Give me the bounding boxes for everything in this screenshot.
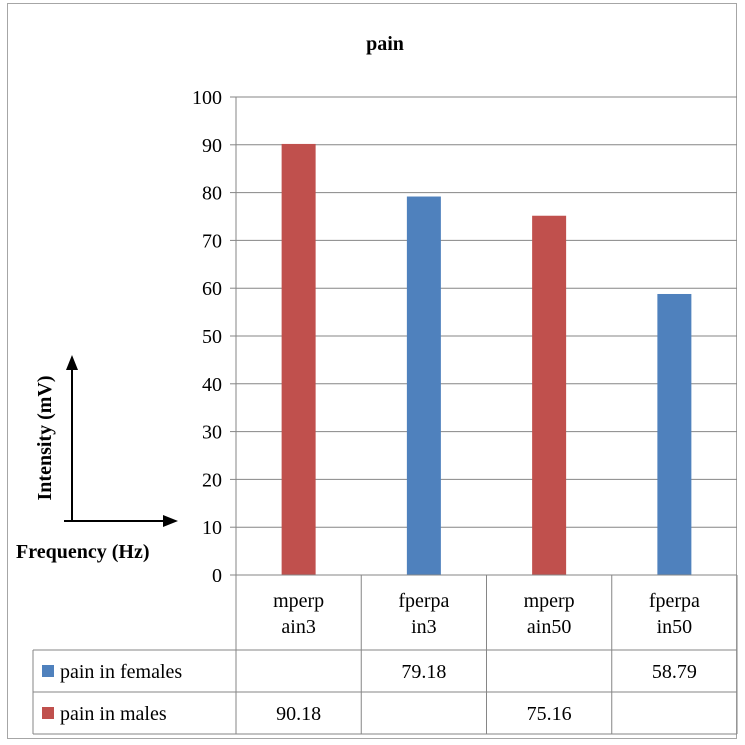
y-tick-label: 70 [202,230,222,252]
y-tick-label: 100 [192,87,222,109]
data-label: 90.18 [276,703,321,725]
y-tick-label: 50 [202,326,222,348]
bar-males-2 [532,215,567,575]
axis-annotations: Intensity (mV) Frequency (Hz) [16,355,178,563]
y-tick-label: 40 [202,374,222,396]
y-arrow-label: Intensity (mV) [34,376,56,501]
y-tick-label: 30 [202,422,222,444]
y-tick-label: 20 [202,469,222,491]
y-tick-label: 80 [202,183,222,205]
y-tick-label: 60 [202,278,222,300]
legend-label: pain in females [60,661,182,683]
x-category-label: mperp ain3 [273,590,324,638]
chart-title: pain [366,33,404,55]
data-label: 79.18 [401,661,446,683]
x-arrow-head [163,515,178,527]
data-label: 75.16 [527,703,572,725]
x-category-label: fperpa in3 [398,590,449,638]
y-arrow-head [66,355,78,370]
y-axis-ticks: 0 10 20 30 40 50 60 70 80 90 100 [192,87,222,587]
x-arrow-label: Frequency (Hz) [16,541,150,563]
bar-males-0 [281,143,316,575]
y-tick-label: 90 [202,135,222,157]
data-label: 58.79 [652,661,697,683]
bars [281,143,692,575]
x-category-label: fperpa in50 [649,590,700,638]
data-table: mperp ain3 fperpa in3 mperp ain50 fperpa in50 pa… [32,574,738,735]
bar-females-1 [406,196,441,575]
legend-label: pain in males [60,703,167,725]
y-tick-label: 0 [212,565,222,587]
legend-swatch [42,665,54,677]
bar-females-3 [657,293,692,575]
chart-frame [7,3,737,739]
legend-swatch [42,707,54,719]
x-category-label: mperp ain50 [524,590,575,638]
y-tick-label: 10 [202,517,222,539]
